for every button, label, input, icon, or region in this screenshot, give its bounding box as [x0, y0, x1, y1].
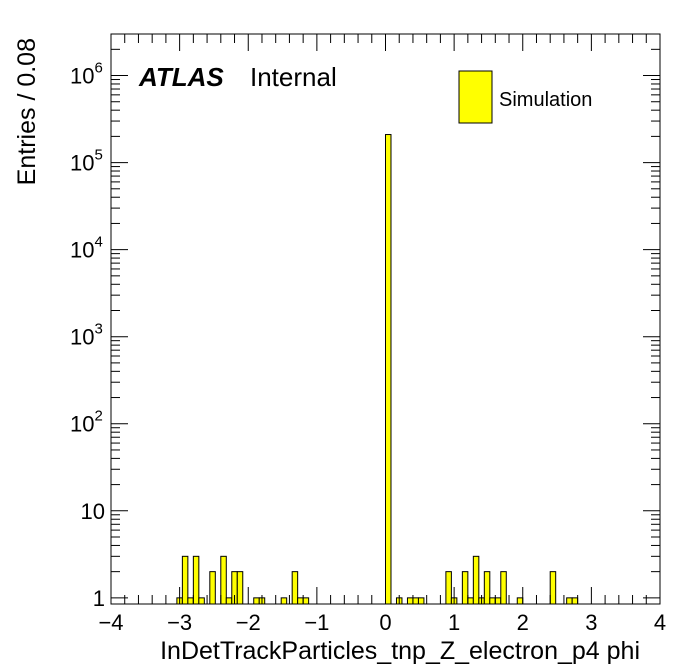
histogram-bar	[253, 597, 260, 605]
histogram-bar	[571, 597, 579, 605]
x-tick-label: −2	[236, 610, 261, 635]
x-tick-label: −1	[304, 610, 329, 635]
x-tick-label: 1	[448, 610, 460, 635]
histogram-bar	[225, 597, 233, 605]
x-tick-label: −4	[98, 610, 123, 635]
legend-swatch	[458, 70, 493, 124]
y-tick-label: 106	[70, 60, 103, 89]
histogram-bar	[516, 597, 524, 605]
y-axis-ticks	[111, 33, 660, 599]
atlas-label: ATLAS	[138, 62, 224, 92]
y-tick-label: 103	[70, 321, 103, 350]
x-tick-label: 4	[654, 610, 666, 635]
legend-label: Simulation	[499, 89, 592, 111]
histogram-bar	[297, 597, 304, 605]
histogram-bar	[467, 597, 474, 605]
y-tick-label: 1	[93, 586, 105, 611]
histogram-bar	[198, 597, 205, 605]
y-axis-title: Entries / 0.08	[13, 38, 41, 185]
x-tick-label: 3	[585, 610, 597, 635]
histogram-bar	[187, 597, 194, 605]
histogram-bar	[280, 597, 288, 605]
histogram-bar	[385, 134, 392, 605]
histogram-bar	[417, 597, 425, 605]
histogram-bar	[500, 571, 507, 605]
x-tick-label: 0	[379, 610, 391, 635]
histogram-bar	[406, 597, 414, 605]
histogram-bar	[412, 597, 419, 605]
y-tick-label: 105	[70, 147, 103, 176]
internal-label: Internal	[250, 62, 337, 92]
histogram-bar	[549, 571, 557, 605]
y-tick-label: 104	[70, 234, 103, 263]
y-tick-label: 10	[81, 499, 105, 524]
histogram-bar	[209, 571, 216, 605]
histogram-bar	[489, 597, 496, 605]
histogram-bar	[494, 597, 502, 605]
x-tick-label: −3	[167, 610, 192, 635]
histogram-bar	[302, 597, 310, 605]
histogram-bar	[445, 571, 452, 605]
histogram-bar	[461, 571, 469, 605]
x-axis-tick-labels: −4 −3 −2 −1 0 1 2 3 4	[98, 610, 666, 635]
y-axis-tick-labels: 1 10 102 103 104 105 106	[70, 60, 105, 611]
histogram-bar	[472, 555, 480, 605]
histogram-bar	[566, 597, 573, 605]
x-axis-ticks	[110, 34, 661, 604]
histogram-bar	[291, 571, 299, 605]
y-tick-label: 102	[70, 408, 103, 437]
histogram-bar	[483, 571, 491, 605]
histogram-bar	[181, 555, 189, 605]
x-tick-label: 2	[517, 610, 529, 635]
x-axis-title: InDetTrackParticles_tnp_Z_electron_p4 ph…	[160, 637, 640, 665]
histogram-bar	[236, 571, 244, 605]
histogram-bar	[192, 555, 200, 605]
histogram-bar	[220, 555, 227, 605]
